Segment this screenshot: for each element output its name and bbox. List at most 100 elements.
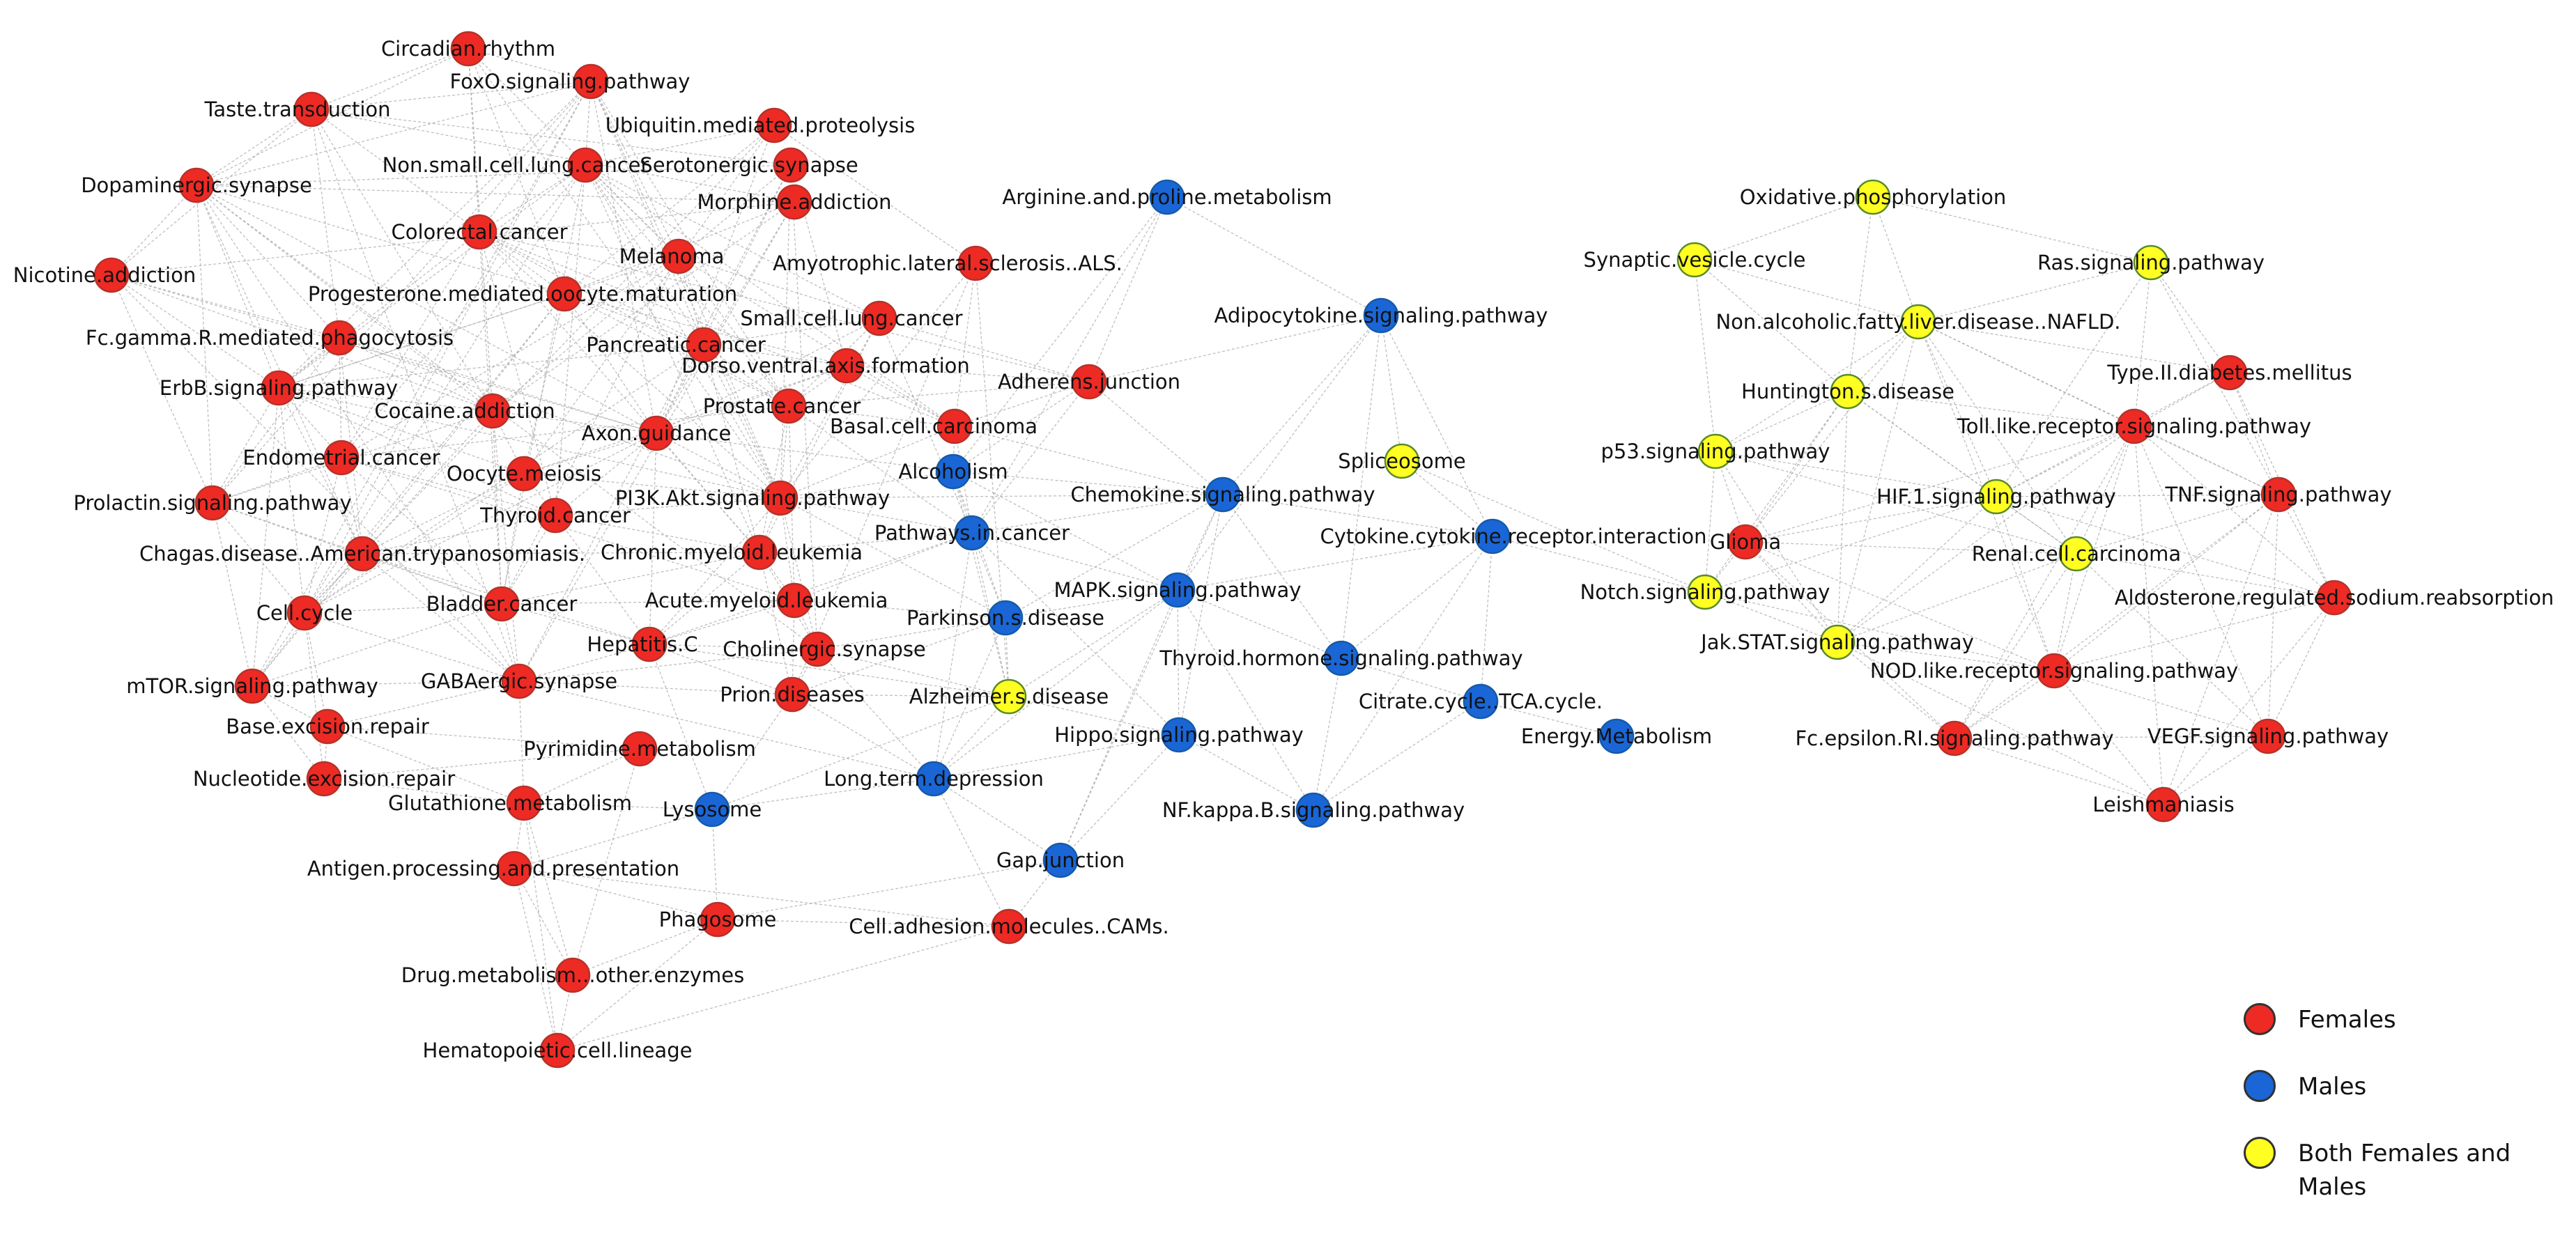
node-circle-cholinergic[interactable] [799,631,835,667]
node-circle-gapjunction[interactable] [1042,842,1079,878]
node-circle-dorso[interactable] [828,348,865,384]
node-melanoma[interactable]: Melanoma [619,238,725,274]
node-axon[interactable]: Axon.guidance [582,415,732,451]
node-circle-adherens[interactable] [1071,364,1107,400]
node-antigen[interactable]: Antigen.processing.and.presentation [307,851,679,887]
node-oxphos[interactable]: Oxidative.phosphorylation [1740,179,2007,215]
node-hippo[interactable]: Hippo.signaling.pathway [1054,717,1304,753]
node-nafld[interactable]: Non.alcoholic.fatty.liver.disease..NAFLD… [1715,304,2121,340]
node-synaptic[interactable]: Synaptic.vesicle.cycle [1584,242,1806,278]
node-hepc[interactable]: Hepatitis.C [587,626,698,662]
node-oocyte[interactable]: Oocyte.meiosis [447,456,601,492]
node-hematopoietic[interactable]: Hematopoietic.cell.lineage [423,1032,693,1069]
node-circle-leishmaniasis[interactable] [2145,786,2182,823]
node-circle-nfkb[interactable] [1295,792,1332,828]
node-pyrimidine[interactable]: Pyrimidine.metabolism [523,731,756,767]
node-circle-arginine[interactable] [1149,179,1185,215]
node-circle-axon[interactable] [638,415,674,451]
node-circle-hippo[interactable] [1161,717,1197,753]
node-circle-ber[interactable] [309,708,346,745]
node-arginine[interactable]: Arginine.and.proline.metabolism [1002,179,1332,215]
node-pancreatic[interactable]: Pancreatic.cancer [586,327,766,363]
node-mtor[interactable]: mTOR.signaling.pathway [126,668,378,704]
node-circle-thyroidhormone[interactable] [1323,640,1359,676]
node-parkinson[interactable]: Parkinson.s.disease [907,600,1104,636]
node-leishmaniasis[interactable]: Leishmaniasis [2092,786,2235,823]
node-circle-phagosome[interactable] [700,901,736,938]
node-circle-pancreatic[interactable] [686,327,722,363]
node-renal[interactable]: Renal.cell.carcinoma [1972,536,2181,572]
node-nicotine[interactable]: Nicotine.addiction [13,257,196,293]
node-circle-aldosterone[interactable] [2316,580,2352,616]
node-circle-tca[interactable] [1463,683,1499,720]
node-circle-colorectal[interactable] [461,214,498,250]
node-colorectal[interactable]: Colorectal.cancer [391,214,568,250]
node-circle-taste[interactable] [293,91,330,127]
node-alzheimer[interactable]: Alzheimer.s.disease [909,678,1109,715]
node-pathwaysincancer[interactable]: Pathways.in.cancer [874,515,1070,551]
node-circle-prolactin[interactable] [194,485,231,521]
node-circle-fcepsilon[interactable] [1936,720,1973,756]
node-circle-spliceosome[interactable] [1384,443,1420,479]
node-t2d[interactable]: Type.II.diabetes.mellitus [2106,355,2352,391]
node-circle-alzheimer[interactable] [991,678,1027,715]
node-lysosome[interactable]: Lysosome [663,791,762,828]
node-gabaergic[interactable]: GABAergic.synapse [421,663,617,699]
node-p53[interactable]: p53.signaling.pathway [1601,433,1830,469]
node-chemokine[interactable]: Chemokine.signaling.pathway [1070,476,1375,513]
node-thyroidcancer[interactable]: Thyroid.cancer [479,497,631,534]
node-circle-t2d[interactable] [2212,355,2248,391]
node-circle-nod[interactable] [2036,653,2072,689]
node-bladder[interactable]: Bladder.cancer [426,586,578,622]
node-chagas[interactable]: Chagas.disease..American.trypanosomiasis… [139,536,585,572]
node-circle-parkinson[interactable] [987,600,1024,636]
node-cocaine[interactable]: Cocaine.addiction [374,393,555,429]
node-circle-erbb[interactable] [261,370,297,406]
node-basal[interactable]: Basal.cell.carcinoma [830,408,1038,444]
node-circle-progesterone[interactable] [546,276,583,312]
node-circle-morphine[interactable] [776,184,812,220]
node-circle-serotonergic[interactable] [773,147,809,183]
node-circle-renal[interactable] [2058,536,2095,572]
node-vegf[interactable]: VEGF.signaling.pathway [2147,718,2389,754]
node-drugmet[interactable]: Drug.metabolism...other.enzymes [401,957,744,993]
node-gapjunction[interactable]: Gap.junction [996,842,1125,878]
node-dopaminergic[interactable]: Dopaminergic.synapse [81,167,312,203]
node-circle-basal[interactable] [936,408,973,444]
node-circle-ner[interactable] [306,761,342,797]
node-circle-tnf[interactable] [2260,476,2297,513]
node-circle-drugmet[interactable] [555,957,591,993]
node-sclc[interactable]: Small.cell.lung.cancer [740,300,963,336]
node-circle-hif1[interactable] [1978,479,2014,515]
node-circle-nafld[interactable] [1900,304,1936,340]
node-mapk[interactable]: MAPK.signaling.pathway [1054,572,1302,608]
node-circle-pi3k[interactable] [762,480,799,516]
node-circle-cytokine[interactable] [1474,518,1511,554]
node-circle-chemokine[interactable] [1205,476,1241,513]
node-circle-tlr[interactable] [2116,408,2152,444]
node-adherens[interactable]: Adherens.junction [998,364,1180,400]
node-tca[interactable]: Citrate.cycle..TCA.cycle. [1359,683,1603,720]
node-progesterone[interactable]: Progesterone.mediated.oocyte.maturation [308,276,737,312]
node-notch[interactable]: Notch.signaling.pathway [1580,574,1830,610]
node-nod[interactable]: NOD.like.receptor.signaling.pathway [1870,653,2238,689]
node-circle-hepc[interactable] [631,626,668,662]
node-ber[interactable]: Base.excision.repair [226,708,429,745]
node-circle-mtor[interactable] [234,668,270,704]
node-circle-dopaminergic[interactable] [178,167,215,203]
node-circle-oxphos[interactable] [1855,179,1891,215]
node-adipocytokine[interactable]: Adipocytokine.signaling.pathway [1214,297,1548,334]
node-circle-ras[interactable] [2133,244,2169,281]
node-serotonergic[interactable]: Serotonergic.synapse [640,147,858,183]
node-prion[interactable]: Prion.diseases [720,676,865,713]
node-thyroidhormone[interactable]: Thyroid.hormone.signaling.pathway [1159,640,1523,676]
node-circadian[interactable]: Circadian.rhythm [381,31,555,67]
node-circle-vegf[interactable] [2250,718,2286,754]
node-circle-thyroidcancer[interactable] [537,497,573,534]
node-circle-p53[interactable] [1697,433,1734,469]
node-circle-melanoma[interactable] [661,238,697,274]
node-energy[interactable]: Energy.Metabolism [1521,718,1712,754]
node-erbb[interactable]: ErbB.signaling.pathway [160,370,398,406]
node-cams[interactable]: Cell.adhesion.molecules..CAMs. [849,908,1169,945]
node-circle-hematopoietic[interactable] [539,1032,576,1069]
